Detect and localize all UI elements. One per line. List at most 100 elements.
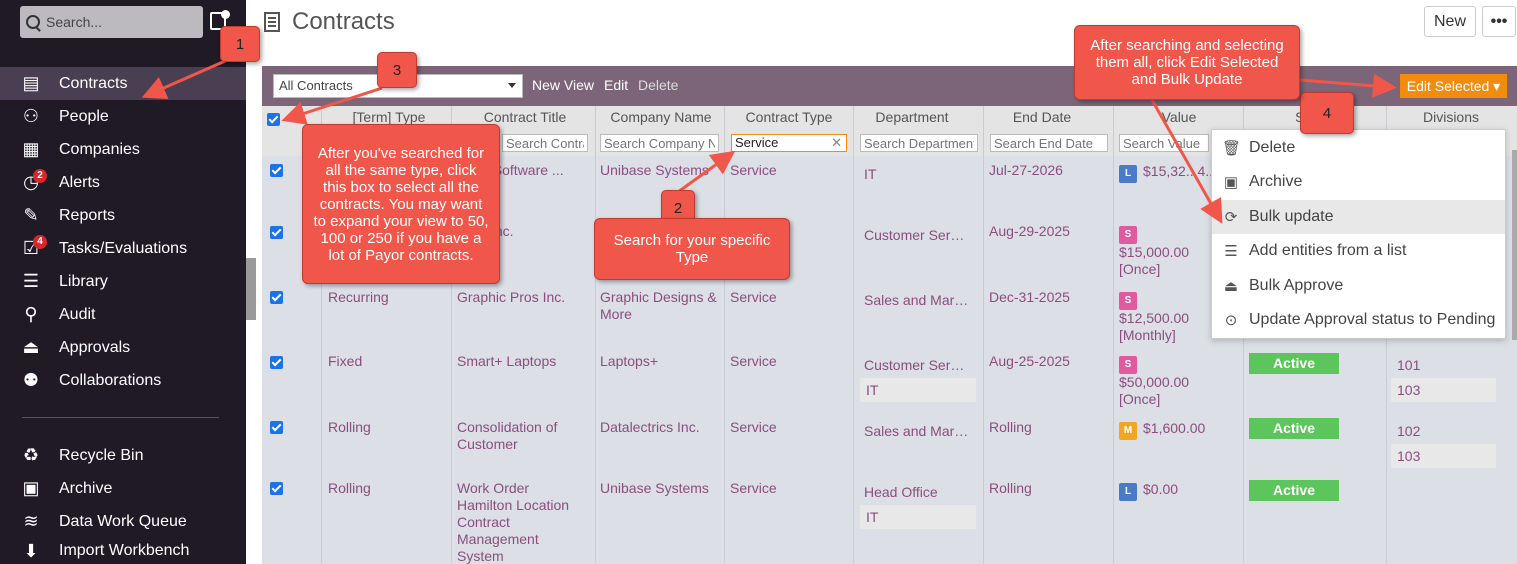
row-checkbox[interactable] [270, 482, 283, 495]
ellipsis-circle-icon: ⊙ [1224, 312, 1238, 329]
sidebar-item-archive[interactable]: ▣ Archive [0, 472, 246, 505]
new-view-link[interactable]: New View [532, 77, 594, 93]
sidebar-item-recycle-bin[interactable]: ♻ Recycle Bin [0, 439, 246, 472]
row-checkbox[interactable] [270, 291, 283, 304]
more-options-button[interactable]: ••• [1482, 6, 1516, 37]
trash-icon: 🗑 [1222, 140, 1242, 157]
contract-title-cell[interactable]: Work Order Hamilton Location Contract Ma… [457, 480, 570, 564]
edit-selected-menu: 🗑 Delete ▣ Archive ⟳ Bulk update ☰ Add entit… [1211, 129, 1506, 339]
value-cell: M $1,600.00 [1119, 420, 1205, 440]
value-badge: S [1119, 356, 1137, 374]
row-checkbox[interactable] [270, 226, 283, 239]
search-input[interactable] [46, 14, 186, 30]
sidebar-item-tasks[interactable]: ☑ 4 Tasks/Evaluations [0, 232, 246, 265]
delete-view-link[interactable]: Delete [638, 77, 679, 93]
archive-icon: ▣ [1223, 174, 1239, 191]
column-header[interactable]: Value [1161, 109, 1197, 125]
column-divider [853, 106, 854, 564]
edit-view-link[interactable]: Edit [604, 77, 629, 93]
contract-title-cell[interactable]: Smart+ Laptops [457, 353, 557, 369]
status-badge: Active [1249, 418, 1339, 439]
department-filter[interactable] [860, 134, 978, 152]
row-checkbox[interactable] [270, 164, 283, 177]
menu-item-label: Delete [1249, 139, 1296, 156]
company-name-cell[interactable]: Laptops+ [600, 353, 658, 369]
sidebar-item-label: People [59, 107, 109, 125]
sidebar-item-collaborations[interactable]: ⚉ Collaborations [0, 364, 246, 397]
sidebar-collapse-handle[interactable] [246, 258, 256, 320]
contract-title-filter[interactable] [502, 134, 588, 152]
menu-item-update-approval[interactable]: ⊙ Update Approval status to Pending [1212, 303, 1505, 337]
value-badge: L [1119, 165, 1137, 183]
contract-title-cell[interactable]: Consolidation of Customer [457, 419, 558, 452]
stamp-icon: ⏏ [1223, 278, 1239, 295]
end-date-filter[interactable] [990, 134, 1108, 152]
division-tag: 102 [1397, 423, 1421, 439]
sidebar-item-label: Reports [59, 206, 116, 224]
sidebar-item-data-work-queue[interactable]: ≋ Data Work Queue [0, 505, 246, 538]
menu-item-delete[interactable]: 🗑 Delete [1212, 131, 1505, 165]
sidebar-item-label: Alerts [59, 173, 100, 191]
sidebar-item-label: Tasks/Evaluations [59, 239, 188, 257]
value-badge: L [1119, 483, 1137, 501]
value-amount: $1,600.00 [1143, 420, 1206, 436]
company-name-filter[interactable] [600, 134, 719, 152]
scrollbar[interactable] [1512, 150, 1517, 340]
company-name-cell[interactable]: Unibase Systems [600, 480, 709, 496]
sidebar-search[interactable] [20, 6, 203, 38]
value-cell: S $15,000.00 [Once] [1119, 224, 1189, 278]
division-tag: 101 [1397, 357, 1421, 373]
company-name-cell[interactable]: Graphic Designs & More [600, 289, 717, 322]
sidebar-item-approvals[interactable]: ⏏ Approvals [0, 331, 246, 364]
value-amount: $15,000.00 [1119, 244, 1190, 260]
term-type-cell: Rolling [328, 419, 371, 435]
value-amount: $15,32...4... [1143, 163, 1217, 179]
sidebar-item-people[interactable]: ⚇ People [0, 100, 246, 133]
column-header[interactable]: Department [875, 109, 949, 125]
menu-item-archive[interactable]: ▣ Archive [1212, 165, 1505, 199]
value-frequency: [Once] [1119, 261, 1161, 277]
value-frequency: [Monthly] [1119, 327, 1176, 343]
tasks-badge: 4 [33, 234, 47, 249]
column-header[interactable]: Divisions [1422, 109, 1479, 125]
audit-icon: ⚲ [24, 304, 38, 324]
menu-item-bulk-update[interactable]: ⟳ Bulk update [1212, 200, 1505, 234]
sidebar-item-audit[interactable]: ⚲ Audit [0, 298, 246, 331]
sidebar-item-library[interactable]: ☰ Library [0, 265, 246, 298]
contract-type-cell: Service [730, 289, 777, 305]
recent-documents-icon[interactable] [210, 10, 230, 30]
column-header[interactable]: Company Name [610, 109, 712, 125]
select-all-checkbox[interactable] [267, 113, 280, 126]
column-divider [451, 106, 452, 564]
clear-filter-icon[interactable]: ✕ [831, 135, 842, 150]
sidebar-item-alerts[interactable]: ◷ 2 Alerts [0, 166, 246, 199]
sidebar-item-reports[interactable]: ✎ Reports [0, 199, 246, 232]
company-name-cell[interactable]: Datalectrics Inc. [600, 419, 700, 435]
sidebar-item-companies[interactable]: ▦ Companies [0, 133, 246, 166]
column-header[interactable]: Contract Type [745, 109, 833, 125]
menu-item-add-entities[interactable]: ☰ Add entities from a list [1212, 234, 1505, 268]
contract-type-filter[interactable]: Service ✕ [731, 134, 847, 152]
sidebar-item-contracts[interactable]: ▤ Contracts [0, 67, 246, 100]
row-checkbox[interactable] [270, 356, 283, 369]
status-badge: Active [1249, 353, 1339, 374]
value-badge: M [1119, 422, 1137, 440]
column-header[interactable]: End Date [1012, 109, 1072, 125]
value-filter[interactable] [1119, 134, 1209, 152]
column-header[interactable]: Contract Title [483, 109, 567, 125]
column-divider [724, 106, 725, 564]
search-icon [26, 15, 40, 29]
step-1-marker: 1 [220, 26, 260, 62]
new-button[interactable]: New [1424, 6, 1476, 37]
menu-item-bulk-approve[interactable]: ⏏ Bulk Approve [1212, 269, 1505, 303]
sidebar-item-import-workbench[interactable]: ⬇ Import Workbench [0, 538, 246, 564]
menu-item-label: Update Approval status to Pending [1249, 311, 1496, 328]
row-checkbox[interactable] [270, 421, 283, 434]
column-header[interactable]: [Term] Type [352, 109, 426, 125]
alerts-badge: 2 [33, 168, 47, 183]
sidebar-item-label: Companies [59, 140, 140, 158]
company-name-cell[interactable]: Unibase Systems [600, 162, 709, 178]
contract-title-cell[interactable]: Graphic Pros Inc. [457, 289, 566, 305]
department-cell: Customer Ser… [864, 357, 965, 373]
edit-selected-button[interactable]: Edit Selected ▾ [1400, 74, 1507, 98]
